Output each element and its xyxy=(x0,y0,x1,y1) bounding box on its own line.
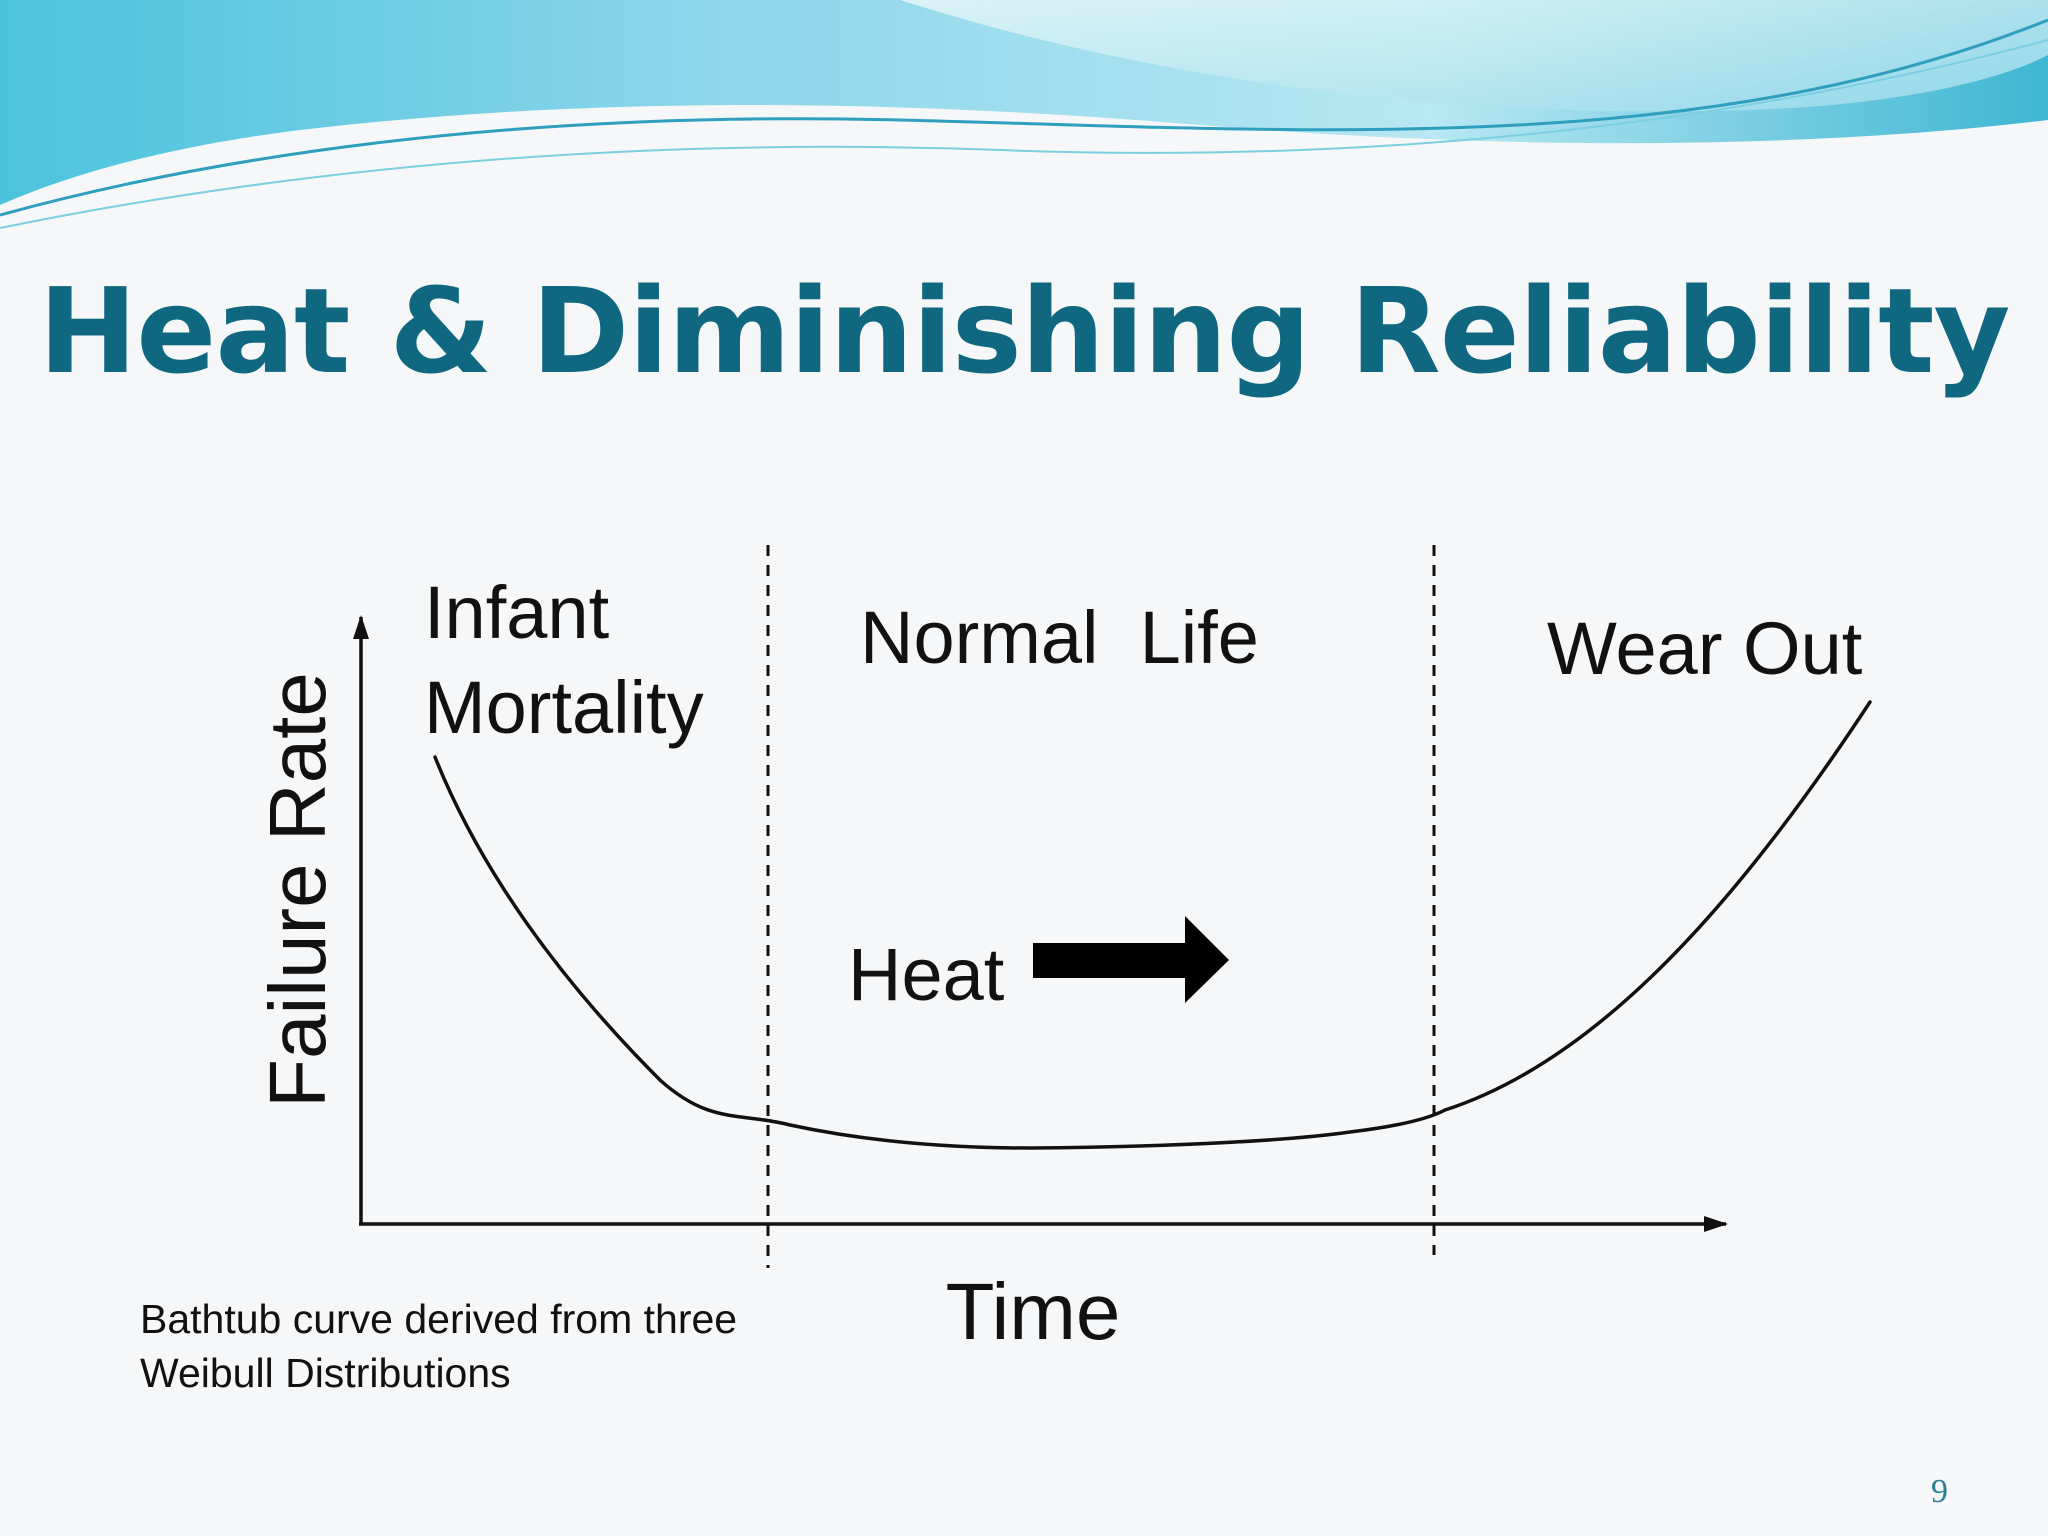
x-axis-label: Time xyxy=(946,1267,1121,1356)
phase-label-mortality: Mortality xyxy=(424,666,704,749)
caption-line-2: Weibull Distributions xyxy=(140,1350,511,1396)
caption-line-1: Bathtub curve derived from three xyxy=(140,1296,738,1342)
heat-annotation-label: Heat xyxy=(848,933,1005,1016)
y-axis-label: Failure Rate xyxy=(253,672,342,1108)
slide-title: Heat & Diminishing Reliability xyxy=(38,262,2011,400)
diagram-caption: Bathtub curve derived from three Weibull… xyxy=(140,1292,737,1400)
phase-label-wear-out: Wear Out xyxy=(1547,607,1863,690)
heat-arrow-icon xyxy=(1033,916,1229,1003)
phase-label-normal-life: Normal Life xyxy=(860,596,1259,679)
slide-number: 9 xyxy=(1931,1473,1948,1510)
bathtub-curve xyxy=(433,700,1872,1150)
header-wave-decoration xyxy=(0,0,2048,229)
phase-label-infant: Infant xyxy=(424,571,610,654)
